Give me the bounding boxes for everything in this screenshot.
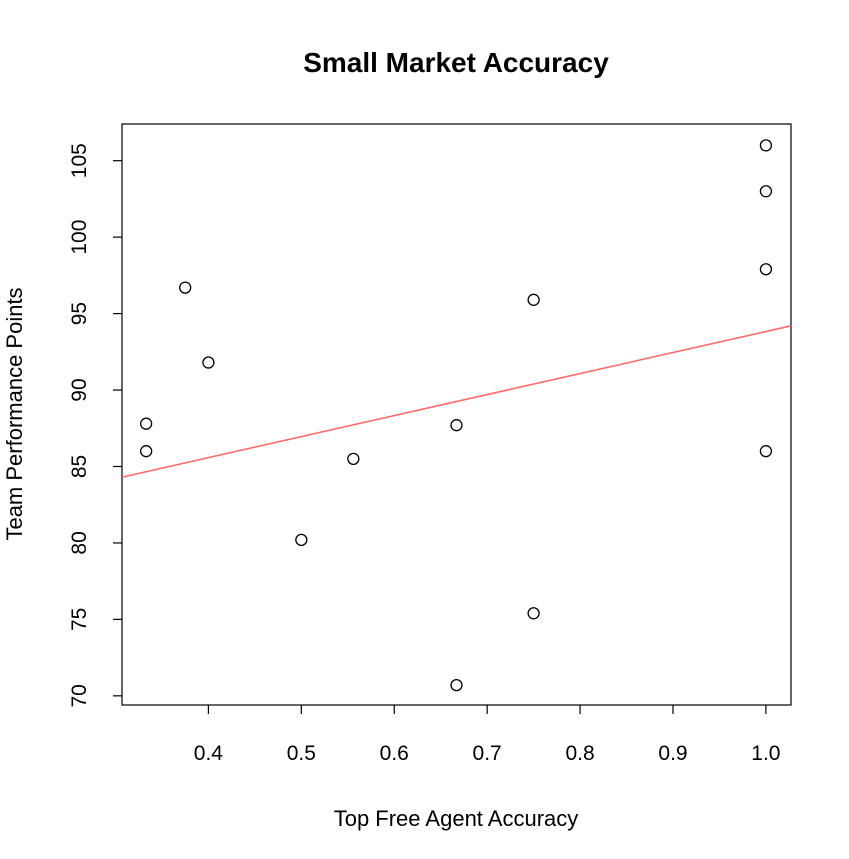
data-point [295,533,308,547]
x-axis: 0.4 0.5 0.6 0.7 0.8 0.9 1.0 [194,705,781,765]
x-tick-label: 0.9 [658,742,687,765]
data-point [759,185,773,198]
data-point [347,452,360,465]
y-tick-label: 95 [68,302,91,325]
data-point [450,678,463,692]
data-point [527,607,540,620]
data-point [759,263,773,276]
regression-line-group [121,325,792,478]
data-points [140,139,773,692]
y-tick-label: 70 [68,684,91,707]
plot-frame [121,123,792,706]
y-axis: 70 75 80 85 90 95 100 105 [68,143,122,708]
y-tick-label: 90 [68,378,91,401]
data-point [179,281,192,294]
x-tick-label: 0.6 [380,742,409,765]
data-point [202,356,215,369]
y-tick-label: 80 [68,531,91,554]
y-tick-label: 100 [68,220,91,255]
y-tick-label: 75 [68,608,91,631]
x-tick-label: 0.4 [194,742,224,765]
data-point [450,419,463,432]
data-point [759,139,773,152]
x-tick-label: 0.8 [565,742,594,765]
x-tick-label: 0.5 [287,742,316,765]
data-point [759,445,773,458]
x-tick-label: 0.7 [473,742,502,765]
data-point [527,293,540,306]
data-point [140,445,153,458]
regression-line [121,325,792,478]
y-tick-label: 85 [68,455,91,478]
data-point [140,417,153,430]
x-axis-label: Top Free Agent Accuracy [334,806,579,831]
x-tick-label: 1.0 [751,742,780,765]
chart-title: Small Market Accuracy [303,47,609,78]
y-axis-label: Team Performance Points [2,287,27,540]
y-tick-label: 105 [68,143,91,178]
